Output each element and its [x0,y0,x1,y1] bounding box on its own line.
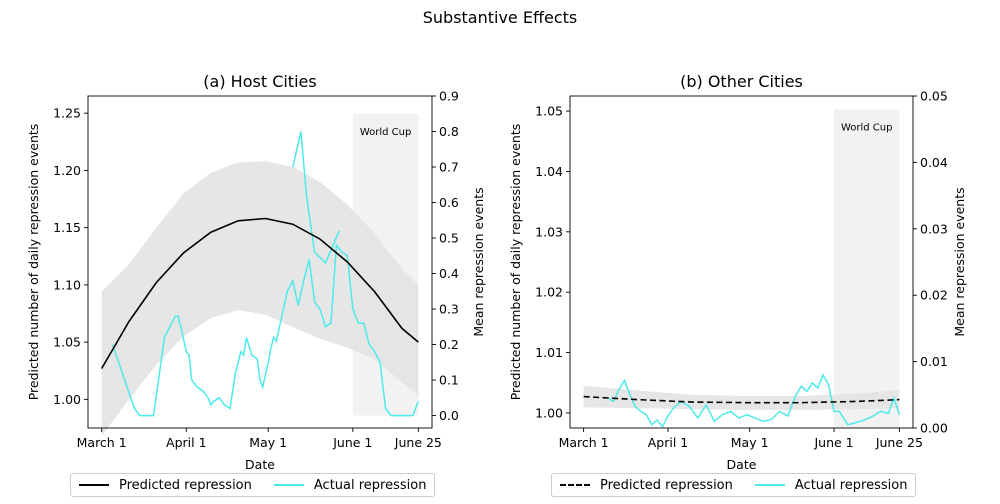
x-tick-label: June 1 [332,435,372,450]
y-tick-label: 1.00 [53,392,81,407]
predicted-repression-line [583,395,900,404]
actual-repression-line [111,243,420,417]
y2-tick-label: 0.00 [920,421,948,436]
x-tick-label: May 1 [249,435,287,450]
chart-title: (b) Other Cities [680,72,803,91]
world-cup-window [834,109,900,428]
y2-tick-label: 0.7 [439,160,459,175]
x-tick-label: May 1 [731,435,769,450]
x-tick-label: June 1 [813,435,853,450]
x-axis-label: Date [245,457,275,472]
y-tick-label: 1.02 [535,285,563,300]
y2-tick-label: 0.0 [439,408,459,423]
legend-label-predicted: Predicted repression [119,477,252,493]
chart-other-cities: World Cup 1.00 1.01 1.02 1.03 1.04 1.05 0.00 0.0… [508,72,967,472]
world-cup-label: World Cup [360,127,412,138]
legend-label-predicted: Predicted repression [600,477,733,493]
y-tick-label: 1.20 [53,163,81,178]
actual-repression-line [607,373,901,429]
x-tick-label: April 1 [166,435,207,450]
actual-repression-spike-line [292,131,340,265]
y-axis-label: Predicted number of daily repression eve… [26,124,41,401]
y2-tick-label: 0.04 [920,155,948,170]
y2-axis-label: Mean repression events [952,187,967,336]
legend-swatch-predicted [560,484,590,486]
legend-entry-actual: Actual repression [273,477,427,493]
legend-entry-predicted: Predicted repression [79,478,252,493]
y2-tick-label: 0.4 [439,266,459,281]
legend-swatch-actual [273,484,304,486]
y2-tick-label: 0.02 [920,288,948,303]
y-axis-label: Predicted number of daily repression eve… [508,124,523,401]
y2-tick-label: 0.3 [439,302,459,317]
y-tick-label: 1.10 [53,277,81,292]
legend-swatch-predicted [79,484,109,486]
y-tick-label: 1.03 [535,224,563,239]
x-axis-label: Date [727,457,757,472]
y-tick-label: 1.05 [535,104,563,119]
legend-swatch-actual [754,484,785,486]
confidence-band [101,161,419,437]
y2-tick-label: 0.03 [920,221,948,236]
x-tick-label: June 25 [875,435,923,450]
y-tick-label: 1.00 [535,405,563,420]
x-tick-label: March 1 [559,435,609,450]
y2-tick-label: 0.05 [920,89,948,104]
y-tick-label: 1.05 [53,335,81,350]
predicted-repression-line [100,217,419,369]
y2-tick-label: 0.6 [439,195,459,210]
y2-tick-label: 0.2 [439,337,459,352]
world-cup-label: World Cup [841,122,893,133]
confidence-band [583,385,900,410]
y2-tick-label: 0.5 [439,231,459,246]
x-tick-label: March 1 [77,435,127,450]
x-tick-label: April 1 [648,435,689,450]
legend-other-cities: Predicted repression Actual repression [551,473,917,497]
y2-tick-label: 0.1 [439,373,459,388]
legend-entry-predicted: Predicted repression [560,478,733,493]
chart-title: (a) Host Cities [203,72,316,91]
x-tick-label: June 25 [394,435,442,450]
y2-axis-label: Mean repression events [471,187,486,336]
chart-host-cities: World Cup 1.00 1.05 1.10 1.15 1.20 1.25 0.0 0.1 0… [26,72,486,472]
figure-title: Substantive Effects [423,8,578,27]
y2-tick-label: 0.01 [920,354,948,369]
y2-tick-label: 0.8 [439,124,459,139]
legend-label-actual: Actual repression [794,477,908,493]
legend-label-actual: Actual repression [313,477,427,493]
y-tick-label: 1.01 [535,345,563,360]
y2-tick-label: 0.9 [439,89,459,104]
legend-entry-actual: Actual repression [754,477,908,493]
y-tick-label: 1.15 [53,220,81,235]
plot-frame [87,95,433,429]
plot-frame [569,95,914,429]
y-tick-label: 1.04 [535,164,563,179]
legend-host-cities: Predicted repression Actual repression [70,473,436,497]
y-tick-label: 1.25 [53,106,81,121]
